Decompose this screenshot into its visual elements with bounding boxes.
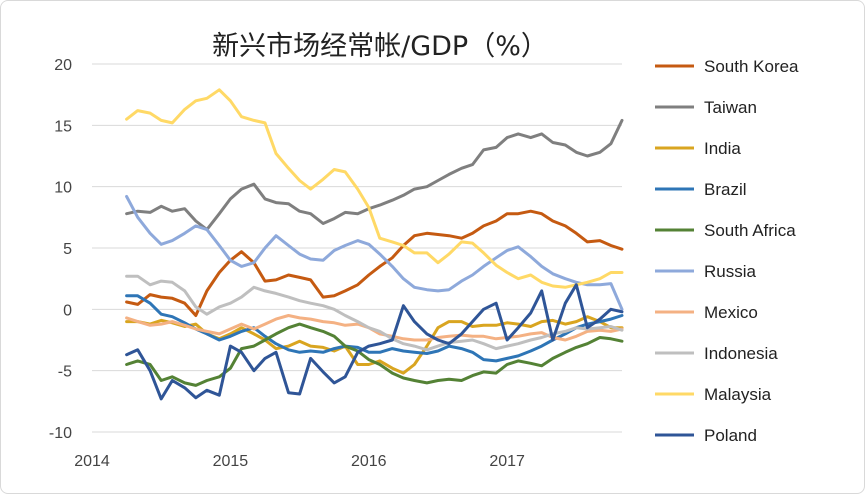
series-line-brazil — [125, 294, 624, 363]
series-line-indonesia — [125, 274, 624, 352]
legend-label: Mexico — [704, 303, 758, 322]
x-axis: 2014 2015 2016 2017 — [74, 453, 525, 470]
legend-label: Poland — [704, 426, 757, 445]
y-tick-label: 20 — [54, 57, 72, 74]
y-tick-label: -5 — [58, 364, 72, 381]
x-tick-label: 2015 — [213, 453, 249, 470]
y-tick-label: -10 — [49, 425, 72, 442]
y-tick-label: 15 — [54, 118, 72, 135]
series-line-south-africa — [125, 322, 624, 387]
chart-title: 新兴市场经常帐/GDP（%） — [212, 31, 548, 62]
y-axis: 20 15 10 5 0 -5 -10 — [49, 57, 72, 442]
legend-label: South Korea — [704, 57, 799, 76]
series-line-poland — [125, 283, 624, 401]
x-tick-label: 2014 — [74, 453, 110, 470]
legend-label: India — [704, 139, 741, 158]
series-line-taiwan — [125, 118, 624, 232]
y-tick-label: 10 — [54, 180, 72, 197]
legend: South Korea Taiwan India Brazil South Africa… — [655, 57, 799, 445]
legend-label: Brazil — [704, 180, 747, 199]
series-line-russia — [125, 195, 624, 311]
series-lines — [125, 88, 624, 401]
legend-label: Malaysia — [704, 385, 772, 404]
x-tick-label: 2016 — [351, 453, 387, 470]
series-line-malaysia — [125, 88, 624, 289]
legend-label: Indonesia — [704, 344, 778, 363]
y-tick-label: 5 — [63, 241, 72, 258]
gridlines — [92, 63, 622, 433]
x-tick-label: 2017 — [489, 453, 525, 470]
y-tick-label: 0 — [63, 302, 72, 319]
legend-label: Russia — [704, 262, 757, 281]
series-line-south-korea — [125, 209, 624, 317]
legend-label: Taiwan — [704, 98, 757, 117]
legend-label: South Africa — [704, 221, 796, 240]
